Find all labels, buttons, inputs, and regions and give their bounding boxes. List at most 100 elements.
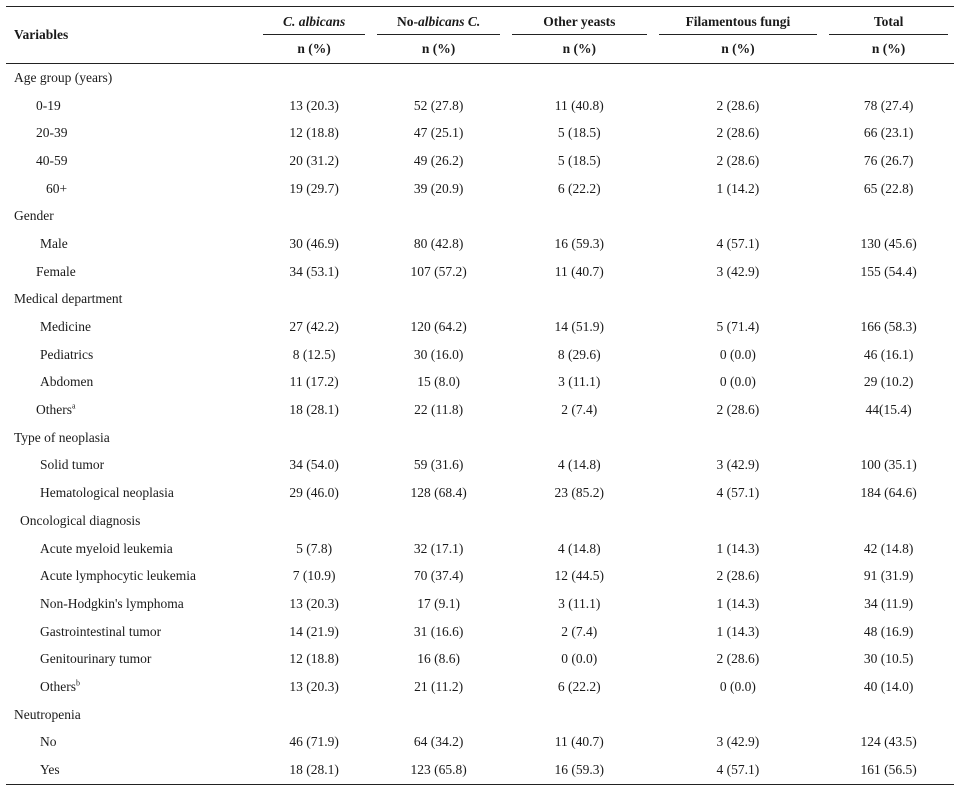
table-row: Acute lymphocytic leukemia 7 (10.9) 70 (37… <box>6 562 954 590</box>
row-label-text: Pediatrics <box>40 346 94 362</box>
cell-value: 21 (11.2) <box>414 678 464 694</box>
cell-value: 16 (59.3) <box>506 756 653 785</box>
cell-value: 3 (11.1) <box>558 595 601 611</box>
table-body: Age group (years) 0-19 13 (20.3) 52 (27.8) 1… <box>6 64 954 785</box>
cell-value: 107 (57.2) <box>410 263 467 279</box>
table-row: Hematological neoplasia 29 (46.0) 128 (68.… <box>6 479 954 507</box>
cell-value: 4 (57.1) <box>652 756 824 785</box>
cell-value: 91 (31.9) <box>863 568 914 584</box>
row-label-text: 0-19 <box>36 97 61 113</box>
cell-value: 30 (46.9) <box>289 235 339 251</box>
category-label: Medical department <box>14 291 123 307</box>
cell-value: 13 (20.3) <box>289 97 339 113</box>
row-label-text: Medicine <box>40 319 91 335</box>
row-label: Acute myeloid leukemia <box>6 535 257 563</box>
cell-value: 49 (26.2) <box>413 152 464 168</box>
cell-value: 5 (71.4) <box>716 319 760 335</box>
cell-value: 78 (27.4) <box>863 97 914 113</box>
row-label-text: Hematological neoplasia <box>40 485 174 501</box>
row-label-text: 60+ <box>46 180 68 196</box>
subheader-n-percent: n (%) <box>823 35 954 64</box>
table-row: Male 30 (46.9) 80 (42.8) 16 (59.3) 4 (57.1) 1… <box>6 230 954 258</box>
cell-value: 23 (85.2) <box>554 485 605 501</box>
header-other-yeasts: Other yeasts <box>506 7 653 35</box>
cell-value: 47 (25.1) <box>413 125 464 141</box>
table-row: Acute myeloid leukemia 5 (7.8) 32 (17.1) 4 … <box>6 535 954 563</box>
cell-value: 2 (28.6) <box>716 125 760 141</box>
category-row: Medical department <box>6 286 954 314</box>
cell-value: 27 (42.2) <box>289 319 339 335</box>
row-label: 0-19 <box>6 92 257 120</box>
cell-value: 18 (28.1) <box>289 402 339 418</box>
cell-value: 46 (71.9) <box>289 734 339 750</box>
cell-value: 18 (28.1) <box>257 756 372 785</box>
cell-value: 7 (10.9) <box>292 568 336 584</box>
cell-value: 161 (56.5) <box>823 756 954 785</box>
cell-value: 52 (27.8) <box>413 97 464 113</box>
category-row: Oncological diagnosis <box>6 507 954 535</box>
cell-value: 5 (18.5) <box>557 125 601 141</box>
cell-value: 22 (11.8) <box>414 402 464 418</box>
row-label-text: Others <box>40 678 76 694</box>
table-row: 20-39 12 (18.8) 47 (25.1) 5 (18.5) 2 (28.6) 6… <box>6 119 954 147</box>
category-label: Gender <box>14 208 54 224</box>
row-label: Abdomen <box>6 369 257 397</box>
cell-value: 130 (45.6) <box>860 235 917 251</box>
subheader-n-percent: n (%) <box>257 35 372 64</box>
cell-value: 100 (35.1) <box>860 457 917 473</box>
cell-value: 1 (14.2) <box>716 180 760 196</box>
row-label-text: No <box>40 734 57 750</box>
cell-value: 4 (57.1) <box>716 485 760 501</box>
cell-value: 42 (14.8) <box>863 540 914 556</box>
header-total: Total <box>823 7 954 35</box>
row-label-text: Others <box>36 402 72 418</box>
cell-value: 1 (14.3) <box>716 595 760 611</box>
table-row: Female 34 (53.1) 107 (57.2) 11 (40.7) 3 (42.… <box>6 258 954 286</box>
row-label-text: Solid tumor <box>40 457 105 473</box>
subheader-row: n (%) n (%) n (%) n (%) n (%) <box>6 35 954 64</box>
row-label: Othersb <box>6 673 257 701</box>
table-row: Abdomen 11 (17.2) 15 (8.0) 3 (11.1) 0 (0.0) 2… <box>6 369 954 397</box>
category-row: Age group (years) <box>6 64 954 92</box>
category-label: Age group (years) <box>14 69 113 85</box>
cell-value: 13 (20.3) <box>289 595 339 611</box>
cell-value: 20 (31.2) <box>289 152 339 168</box>
row-label: Solid tumor <box>6 452 257 480</box>
header-filamentous-fungi: Filamentous fungi <box>653 7 824 35</box>
cell-value: 155 (54.4) <box>860 263 917 279</box>
row-label: Gastrointestinal tumor <box>6 618 257 646</box>
cell-value: 6 (22.2) <box>557 678 601 694</box>
table-row: Genitourinary tumor 12 (18.8) 16 (8.6) 0 (0… <box>6 645 954 673</box>
cell-value: 34 (11.9) <box>864 595 914 611</box>
table-row: 0-19 13 (20.3) 52 (27.8) 11 (40.8) 2 (28.6) 7… <box>6 92 954 120</box>
cell-value: 14 (21.9) <box>289 623 339 639</box>
cell-value: 70 (37.4) <box>413 568 464 584</box>
row-label: No <box>6 729 257 757</box>
cell-value: 14 (51.9) <box>554 319 605 335</box>
row-label: 20-39 <box>6 119 257 147</box>
row-label-text: Male <box>40 235 68 251</box>
cell-value: 66 (23.1) <box>863 125 914 141</box>
cell-value: 11 (40.7) <box>554 263 604 279</box>
cell-value: 0 (0.0) <box>719 346 756 362</box>
header-c-albicans: C. albicans <box>257 7 371 35</box>
footnote-marker: a <box>72 401 76 411</box>
category-label: Oncological diagnosis <box>20 512 141 528</box>
cell-value: 2 (28.6) <box>716 568 760 584</box>
subheader-n-percent: n (%) <box>506 35 653 64</box>
cell-value: 1 (14.3) <box>716 623 760 639</box>
cell-value: 3 (42.9) <box>716 734 760 750</box>
cell-value: 48 (16.9) <box>863 623 914 639</box>
row-label: Yes <box>6 756 258 785</box>
cell-value: 30 (10.5) <box>863 651 914 667</box>
cell-value: 65 (22.8) <box>863 180 914 196</box>
row-label-text: Abdomen <box>40 374 94 390</box>
cell-value: 80 (42.8) <box>413 235 464 251</box>
cell-value: 34 (53.1) <box>289 263 339 279</box>
cell-value: 17 (9.1) <box>417 595 460 611</box>
table-row: Othersb 13 (20.3) 21 (11.2) 6 (22.2) 0 (0.0)… <box>6 673 954 701</box>
cell-value: 0 (0.0) <box>719 374 756 390</box>
cell-value: 19 (29.7) <box>289 180 339 196</box>
cell-value: 31 (16.6) <box>413 623 464 639</box>
